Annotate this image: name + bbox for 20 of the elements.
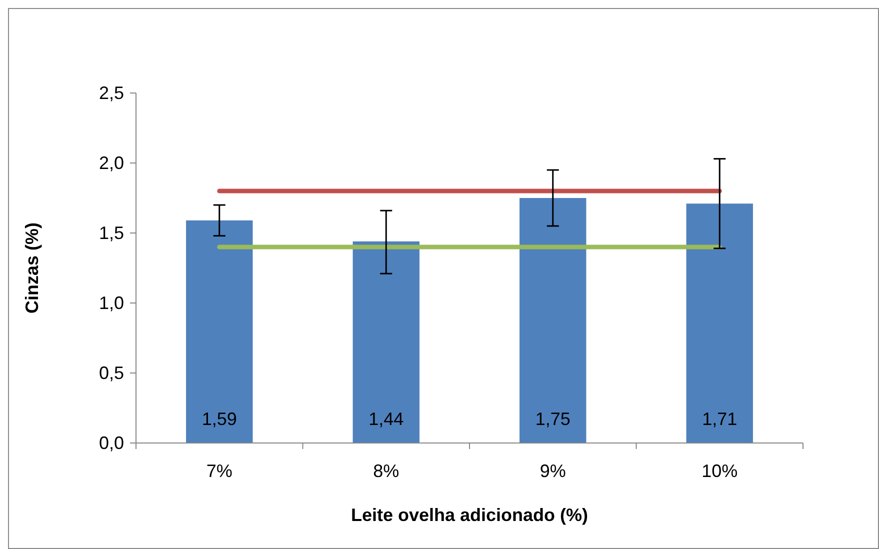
x-tick-label: 8%: [373, 461, 400, 481]
y-tick-label: 1,0: [98, 293, 124, 313]
bar: [352, 241, 420, 443]
bar: [686, 204, 753, 443]
y-tick-label: 0,5: [98, 363, 124, 383]
y-tick-label: 2,5: [98, 83, 124, 103]
x-axis-title: Leite ovelha adicionado (%): [350, 505, 588, 525]
y-axis-title: Cinzas (%): [22, 222, 42, 314]
data-label: 1,75: [535, 409, 570, 429]
x-tick-label: 7%: [206, 461, 232, 481]
data-label: 1,44: [368, 409, 404, 429]
bar: [186, 220, 253, 443]
data-label: 1,71: [702, 409, 738, 429]
data-label: 1,59: [202, 409, 237, 429]
bar: [520, 198, 586, 443]
x-tick-label: 9%: [540, 461, 566, 481]
y-tick-label: 0,0: [98, 433, 124, 453]
y-tick-label: 2,0: [98, 153, 124, 173]
y-tick-label: 1,5: [98, 223, 124, 243]
x-tick-label: 10%: [702, 461, 738, 481]
